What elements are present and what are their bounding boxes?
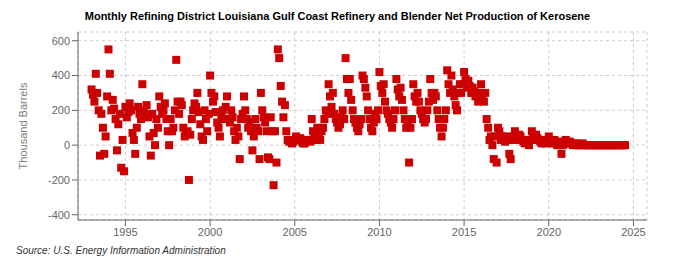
svg-text:2015: 2015 — [452, 226, 476, 238]
svg-text:Thousand Barrels: Thousand Barrels — [17, 82, 29, 169]
svg-text:400: 400 — [52, 69, 70, 81]
html-text:Monthly Refining District Loui: Monthly Refining District Louisiana Gulf… — [84, 10, 591, 22]
svg-text:200: 200 — [52, 104, 70, 116]
html-text:Source: U.S. Energy Informatio: Source: U.S. Energy Information Administ… — [16, 245, 226, 256]
svg-text:2000: 2000 — [198, 226, 222, 238]
svg-text:2025: 2025 — [621, 226, 645, 238]
svg-text:2010: 2010 — [367, 226, 391, 238]
svg-text:600: 600 — [52, 35, 70, 47]
svg-text:2005: 2005 — [283, 226, 307, 238]
svg-text:2020: 2020 — [537, 226, 561, 238]
svg-text:1995: 1995 — [113, 226, 137, 238]
svg-text:-200: -200 — [48, 174, 70, 186]
svg-text:0: 0 — [64, 139, 70, 151]
svg-text:-400: -400 — [48, 209, 70, 221]
